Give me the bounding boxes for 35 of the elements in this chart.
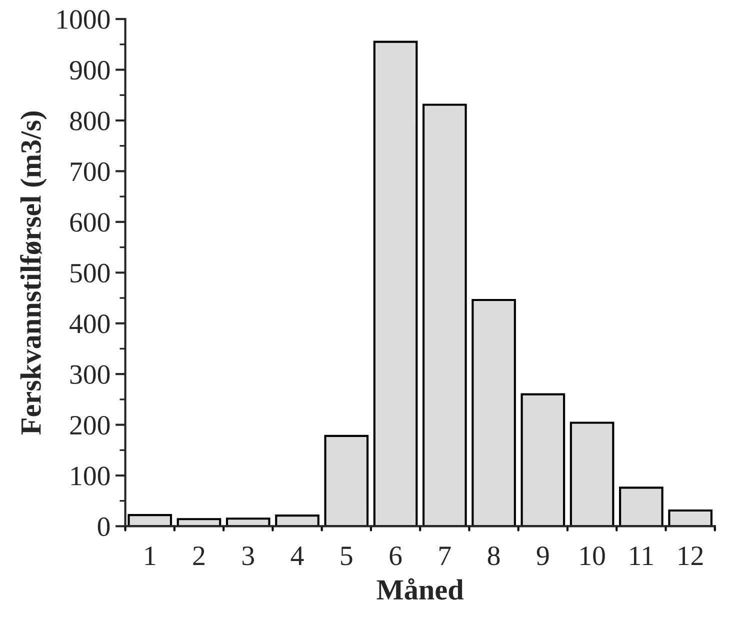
x-tick-label: 7 <box>440 546 451 565</box>
bar <box>422 104 467 526</box>
bar <box>128 514 172 526</box>
bar <box>324 434 369 526</box>
y-tick-label: 0 <box>98 517 110 536</box>
x-tick-label: 2 <box>193 546 204 565</box>
bar <box>619 486 664 526</box>
y-tick-label: 500 <box>70 264 110 283</box>
x-tick-label: 11 <box>630 546 653 565</box>
bar <box>520 393 566 526</box>
x-tick-label: 4 <box>290 546 304 565</box>
x-tick-label: 10 <box>580 546 605 566</box>
y-tick-label: 100 <box>71 466 110 486</box>
x-axis-title: Måned <box>376 578 464 600</box>
y-tick-label: 400 <box>70 314 110 334</box>
x-tick-label: 1 <box>145 546 156 565</box>
x-tick-label: 3 <box>242 546 254 566</box>
x-tick-label: 8 <box>488 546 500 566</box>
y-tick-label: 700 <box>70 162 110 182</box>
bar <box>373 40 418 526</box>
y-tick-label: 900 <box>70 60 110 80</box>
x-tick-label: 6 <box>390 546 402 566</box>
x-tick-label: 5 <box>341 546 352 566</box>
y-tick-label: 300 <box>70 365 110 384</box>
y-tick-label: 600 <box>70 213 110 232</box>
y-axis-title: Ferskvannstilførsel (m3/s) <box>20 111 47 435</box>
bar <box>668 509 712 526</box>
bar <box>570 422 614 526</box>
x-tick-label: 9 <box>536 546 549 566</box>
y-tick-label: 1000 <box>58 10 110 29</box>
bar <box>472 298 516 526</box>
x-tick-label: 12 <box>678 546 703 565</box>
y-tick-label: 200 <box>70 416 110 435</box>
y-tick-label: 800 <box>70 112 110 130</box>
bar <box>275 514 320 526</box>
